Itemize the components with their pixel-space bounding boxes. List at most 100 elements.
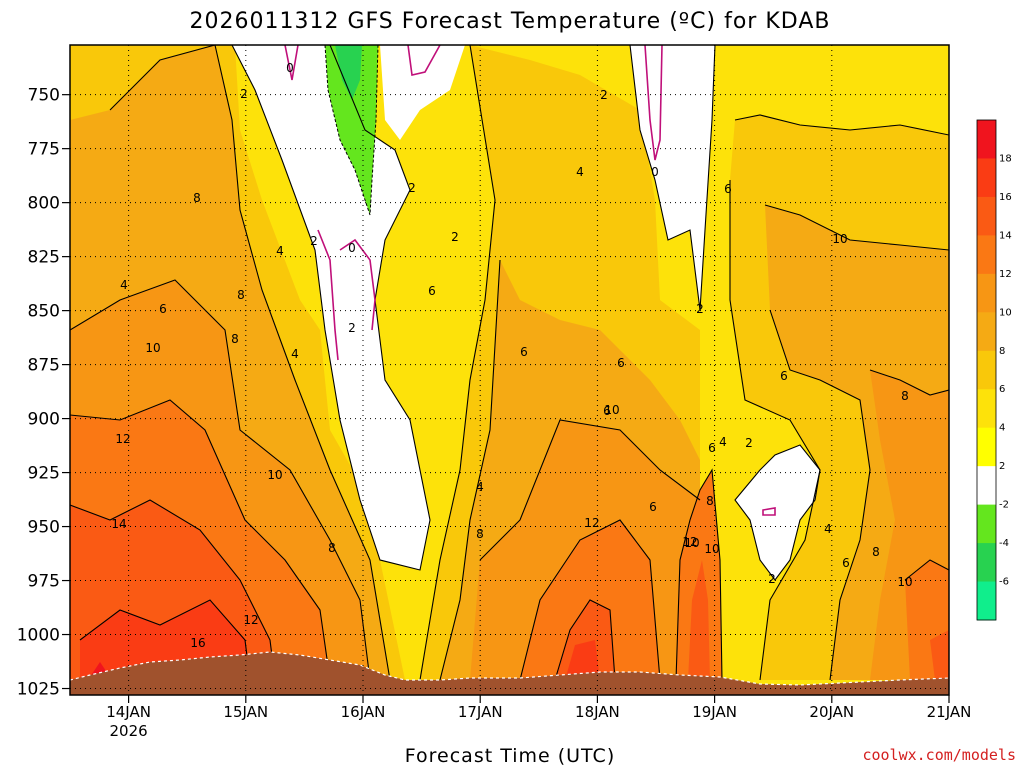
y-tick-label: 825 bbox=[28, 248, 60, 268]
y-tick-label: 750 bbox=[28, 86, 60, 106]
colorbar-label: -4 bbox=[999, 538, 1009, 549]
contour-label: 2 bbox=[240, 87, 248, 101]
contour-label: 2 bbox=[451, 230, 459, 244]
credit-link[interactable]: coolwx.com/models bbox=[862, 746, 1016, 764]
colorbar-label: 10 bbox=[999, 307, 1012, 318]
y-tick-label: 1000 bbox=[17, 626, 60, 646]
colorbar-swatch bbox=[977, 235, 996, 275]
contour-label: 6 bbox=[159, 302, 167, 316]
contour-label: 6 bbox=[780, 369, 788, 383]
contour-line bbox=[70, 399, 331, 681]
contour-label: 4 bbox=[719, 435, 727, 449]
freezing-line bbox=[339, 238, 376, 331]
colorbar-label: 18 bbox=[999, 153, 1012, 164]
terrain-surface bbox=[70, 652, 949, 695]
contour-label: 8 bbox=[231, 332, 239, 346]
contour-line bbox=[479, 419, 701, 561]
warm-region-mid-14 bbox=[555, 600, 615, 680]
y-tick-label: 950 bbox=[28, 518, 60, 538]
contour-label: 2 bbox=[600, 88, 608, 102]
y-axis: 750 775 800 825 850 875 900 925 950 975 1000 1025 bbox=[17, 86, 70, 700]
contour-label: 12 bbox=[243, 613, 258, 627]
contour-line bbox=[734, 444, 821, 581]
contour-line bbox=[439, 259, 501, 681]
x-tick-label: 17JAN bbox=[458, 703, 503, 721]
cold-region-white-bubble bbox=[735, 445, 820, 580]
contour-label: 10 bbox=[267, 468, 282, 482]
grid-lines bbox=[70, 45, 949, 695]
cold-region-green bbox=[325, 45, 378, 215]
contour-label: 4 bbox=[291, 347, 299, 361]
contour-line bbox=[629, 45, 716, 311]
colorbar-label: 6 bbox=[999, 384, 1005, 395]
colorbar: 18 16 14 12 10 8 6 4 2 -2 -4 -6 bbox=[976, 119, 1012, 621]
contour-label: 6 bbox=[520, 345, 528, 359]
contour-line bbox=[734, 114, 949, 136]
colorbar-label: 4 bbox=[999, 423, 1005, 434]
chart-title: 2026011312 GFS Forecast Temperature (ºC)… bbox=[190, 9, 831, 34]
contour-label: 2 bbox=[745, 436, 753, 450]
contour-label: 0 bbox=[286, 61, 294, 75]
contour-label: 6 bbox=[617, 356, 625, 370]
contour-label: 4 bbox=[476, 480, 484, 494]
colorbar-swatch bbox=[977, 466, 996, 506]
contour-label: 8 bbox=[237, 288, 245, 302]
contour-label: 12 bbox=[584, 516, 599, 530]
contour-line bbox=[519, 519, 661, 681]
contour-label: 4 bbox=[576, 165, 584, 179]
contour-line bbox=[904, 559, 949, 581]
x-tick-label: 15JAN bbox=[223, 703, 268, 721]
contour-line bbox=[419, 45, 496, 681]
colorbar-swatch bbox=[977, 120, 996, 159]
y-tick-label: 900 bbox=[28, 410, 60, 430]
contour-label: 6 bbox=[842, 556, 850, 570]
contour-line bbox=[70, 499, 276, 681]
terrain-edge bbox=[70, 651, 949, 686]
freezing-line bbox=[762, 507, 776, 516]
y-tick-label: 800 bbox=[28, 194, 60, 214]
contour-label: 2 bbox=[696, 302, 704, 316]
contour-line bbox=[869, 369, 949, 396]
x-tick-label: 16JAN bbox=[341, 703, 386, 721]
freezing-lines bbox=[284, 45, 776, 516]
warm-region-19jan-14 bbox=[688, 560, 710, 680]
y-tick-label: 850 bbox=[28, 302, 60, 322]
contour-label: 12 bbox=[115, 432, 130, 446]
subzero-boundary bbox=[324, 45, 379, 216]
colorbar-label: -2 bbox=[999, 500, 1009, 511]
colorbar-swatch bbox=[977, 504, 996, 544]
x-tick-label: 19JAN bbox=[692, 703, 737, 721]
contour-label: 6 bbox=[428, 284, 436, 298]
colorbar-label: 12 bbox=[999, 269, 1012, 280]
contour-line bbox=[70, 279, 371, 681]
contour-label: 10 bbox=[897, 575, 912, 589]
contour-label: 10 bbox=[704, 542, 719, 556]
contour-line bbox=[675, 468, 723, 681]
colorbar-frame bbox=[976, 119, 997, 621]
contour-label: 0 bbox=[651, 165, 659, 179]
cold-region-green-dark bbox=[335, 45, 362, 100]
x-axis: 14JAN 15JAN 16JAN 17JAN 18JAN 19JAN 20JAN 21JAN… bbox=[106, 695, 971, 740]
colorbar-swatch bbox=[977, 543, 996, 583]
y-tick-label: 1025 bbox=[17, 680, 60, 700]
colorbar-swatch bbox=[977, 389, 996, 429]
contour-line bbox=[79, 599, 251, 681]
colorbar-swatch bbox=[977, 427, 996, 467]
cold-region-white-right bbox=[630, 45, 715, 310]
contour-line bbox=[769, 309, 871, 681]
cold-region-white-upper bbox=[380, 45, 465, 140]
cold-region-white bbox=[232, 45, 430, 570]
colorbar-label: 8 bbox=[999, 346, 1005, 357]
contour-label: 2 bbox=[408, 181, 416, 195]
y-tick-label: 975 bbox=[28, 572, 60, 592]
y-tick-label: 925 bbox=[28, 464, 60, 484]
contour-label: 8 bbox=[872, 545, 880, 559]
colorbar-label: 14 bbox=[999, 230, 1012, 241]
contour-label: 10 bbox=[684, 536, 699, 550]
x-axis-label: Forecast Time (UTC) bbox=[405, 745, 615, 767]
contour-label: 16 bbox=[190, 636, 205, 650]
contour-label: 4 bbox=[276, 244, 284, 258]
contour-label: 6 bbox=[649, 500, 657, 514]
x-tick-label: 14JAN bbox=[106, 703, 151, 721]
